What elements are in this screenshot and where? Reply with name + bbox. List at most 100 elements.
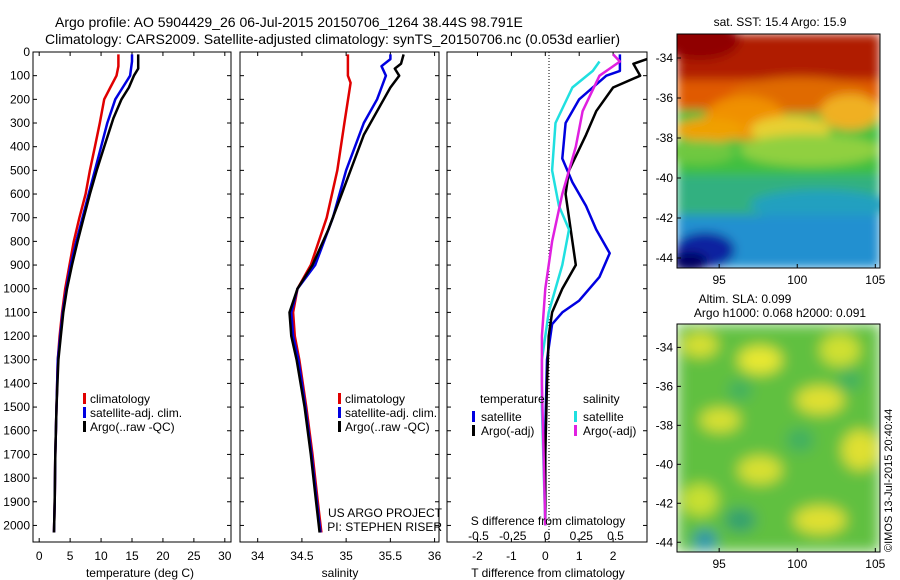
series-line-climatology <box>291 54 352 533</box>
legend-swatch <box>83 393 86 404</box>
project-line-1: US ARGO PROJECT <box>328 506 443 520</box>
salinity-panel: 34 34.5 35 35.5 36 climatologysatellite-adj.… <box>239 51 443 580</box>
depth-tick-label: 400 <box>10 140 30 154</box>
map-y-tick-label: -34 <box>656 51 674 65</box>
map-y-tick-label: -42 <box>656 496 674 510</box>
series-line-argo--adj- <box>544 57 648 526</box>
map-x-tick-label: 105 <box>865 557 885 571</box>
depth-tick-label: 1100 <box>4 305 30 319</box>
depth-tick-label: 1500 <box>3 400 30 414</box>
legend-label: Argo(-adj) <box>481 424 534 438</box>
header-line-2: Climatology: CARS2009. Satellite-adjuste… <box>45 31 620 47</box>
x-tick-label: 5 <box>67 549 74 563</box>
legend-label: satellite-adj. clim. <box>90 406 182 420</box>
sst-heatmap <box>677 34 880 268</box>
s-tick-label: 0.5 <box>607 529 624 543</box>
salinity-plot-frame <box>239 51 440 543</box>
x-tick-label: 1 <box>576 549 583 563</box>
x-tick-label: 0 <box>542 549 549 563</box>
legend-swatch <box>338 393 341 404</box>
x-tick-label: 10 <box>94 549 108 563</box>
sla-map-ticks: 95 100 105 -34 -36 -38 -40 -42 -44 <box>656 340 886 571</box>
sla-map-panel: Altim. SLA: 0.099 Argo h1000: 0.068 h200… <box>656 292 886 571</box>
legend-swatch <box>83 407 86 418</box>
t-difference-axis-label: T difference from climatology <box>471 566 625 580</box>
difference-plot-frame <box>446 51 648 543</box>
project-line-2: PI: STEPHEN RISER <box>327 520 442 534</box>
x-tick-label: 35 <box>339 549 353 563</box>
legend-label: satellite-adj. clim. <box>345 406 437 420</box>
map-y-tick-label: -34 <box>656 340 674 354</box>
s-difference-axis: -0.5 -0.25 0 0.25 0.5 <box>468 529 624 543</box>
sst-map-ticks: 95 100 105 -34 -36 -38 -40 -42 -44 <box>656 51 886 287</box>
x-tick-label: 30 <box>218 549 232 563</box>
x-tick-label: 34 <box>251 549 265 563</box>
map-y-tick-label: -40 <box>656 457 674 471</box>
sst-map-title: sat. SST: 15.4 Argo: 15.9 <box>714 15 847 29</box>
map-y-tick-label: -36 <box>656 379 674 393</box>
depth-tick-label: 2000 <box>3 518 30 532</box>
series-line-satellite-adj--clim- <box>290 54 392 533</box>
difference-legend: temperature salinitysatelliteArgo(-adj)sa… <box>472 392 636 438</box>
legend-swatch <box>338 421 341 432</box>
legend-label: Argo(-adj) <box>583 424 636 438</box>
x-tick-label: 36 <box>428 549 442 563</box>
depth-tick-label: 1000 <box>3 282 30 296</box>
x-tick-label: 25 <box>187 549 201 563</box>
salinity-depth-ticks <box>240 51 439 526</box>
difference-depth-ticks <box>447 51 647 526</box>
depth-tick-label: 1900 <box>3 495 30 509</box>
salinity-axis: 34 34.5 35 35.5 36 <box>251 52 442 563</box>
map-x-tick-label: 95 <box>712 557 726 571</box>
imos-timestamp: ©IMOS 13-Jul-2015 20:40:44 <box>883 409 895 552</box>
temperature-series <box>52 54 140 533</box>
depth-tick-label: 700 <box>10 211 30 225</box>
depth-tick-label: 500 <box>10 163 30 177</box>
series-line-argo--adj- <box>540 53 622 526</box>
s-tick-label: -0.5 <box>468 529 489 543</box>
map-y-tick-label: -38 <box>656 418 674 432</box>
depth-tick-label: 900 <box>10 258 30 272</box>
difference-series <box>540 53 648 526</box>
legend-swatch <box>472 411 475 422</box>
s-tick-label: -0.25 <box>499 529 527 543</box>
legend-label: Argo(..raw -QC) <box>90 420 175 434</box>
x-tick-label: 15 <box>125 549 139 563</box>
map-x-tick-label: 95 <box>712 273 726 287</box>
x-tick-label: 0 <box>36 549 43 563</box>
map-y-tick-label: -38 <box>656 131 674 145</box>
depth-axis: 0 100 200 300 400 500 600 700 800 900 1000 1100 1200… <box>3 45 231 532</box>
t-difference-axis: -2 -1 0 1 2 <box>472 52 617 563</box>
series-line-satellite <box>540 60 601 526</box>
x-tick-label: 20 <box>156 549 170 563</box>
sla-map-frame <box>676 323 881 553</box>
x-tick-label: -2 <box>472 549 483 563</box>
map-x-tick-label: 105 <box>865 273 885 287</box>
temperature-axis-label: temperature (deg C) <box>86 566 194 580</box>
x-tick-label: 34.5 <box>290 549 314 563</box>
sla-heatmap <box>677 324 880 552</box>
legend-swatch <box>574 425 577 436</box>
depth-tick-label: 1200 <box>3 329 30 343</box>
temperature-axis: 0 5 10 15 20 25 30 <box>36 52 232 563</box>
temperature-panel: 0100200300400500600700800900100011001200… <box>3 45 232 580</box>
legend-swatch <box>574 411 577 422</box>
legend-title-temperature: temperature <box>480 392 545 406</box>
depth-tick-label: 200 <box>10 92 30 106</box>
s-tick-label: 0.25 <box>570 529 594 543</box>
map-x-tick-label: 100 <box>787 273 807 287</box>
sla-map-title-1: Altim. SLA: 0.099 <box>699 292 792 306</box>
sst-map-frame <box>676 33 881 269</box>
depth-tick-label: 1600 <box>3 424 30 438</box>
depth-tick-label: 300 <box>10 116 30 130</box>
difference-panel: -2 -1 0 1 2 -0.5 -0.25 0 0.25 0.5 temperature sal… <box>446 51 648 580</box>
s-tick-label: 0 <box>544 529 551 543</box>
depth-tick-label: 100 <box>10 69 30 83</box>
x-tick-label: -1 <box>506 549 517 563</box>
depth-tick-label: 800 <box>10 234 30 248</box>
sst-map-panel: sat. SST: 15.4 Argo: 15.9 <box>656 15 886 287</box>
legend-label: satellite <box>583 410 624 424</box>
